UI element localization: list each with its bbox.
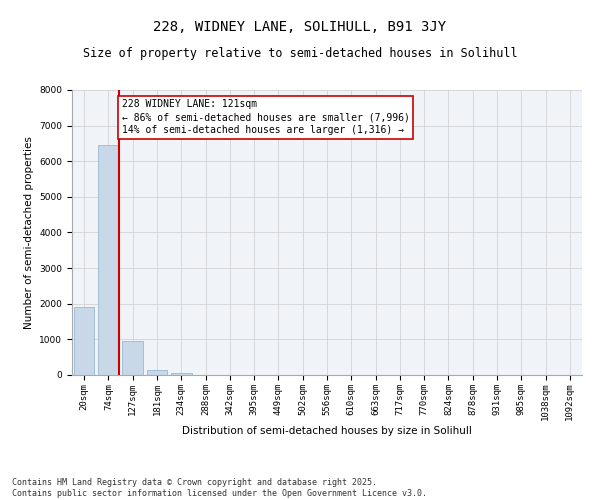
- Bar: [74, 308, 94, 375]
- Bar: [171, 373, 191, 375]
- Bar: [122, 341, 143, 375]
- X-axis label: Distribution of semi-detached houses by size in Solihull: Distribution of semi-detached houses by …: [182, 426, 472, 436]
- Text: Size of property relative to semi-detached houses in Solihull: Size of property relative to semi-detach…: [83, 48, 517, 60]
- Y-axis label: Number of semi-detached properties: Number of semi-detached properties: [24, 136, 34, 329]
- Bar: [146, 370, 167, 375]
- Text: 228, WIDNEY LANE, SOLIHULL, B91 3JY: 228, WIDNEY LANE, SOLIHULL, B91 3JY: [154, 20, 446, 34]
- Text: 228 WIDNEY LANE: 121sqm
← 86% of semi-detached houses are smaller (7,996)
14% of: 228 WIDNEY LANE: 121sqm ← 86% of semi-de…: [122, 99, 410, 136]
- Bar: [98, 145, 119, 375]
- Text: Contains HM Land Registry data © Crown copyright and database right 2025.
Contai: Contains HM Land Registry data © Crown c…: [12, 478, 427, 498]
